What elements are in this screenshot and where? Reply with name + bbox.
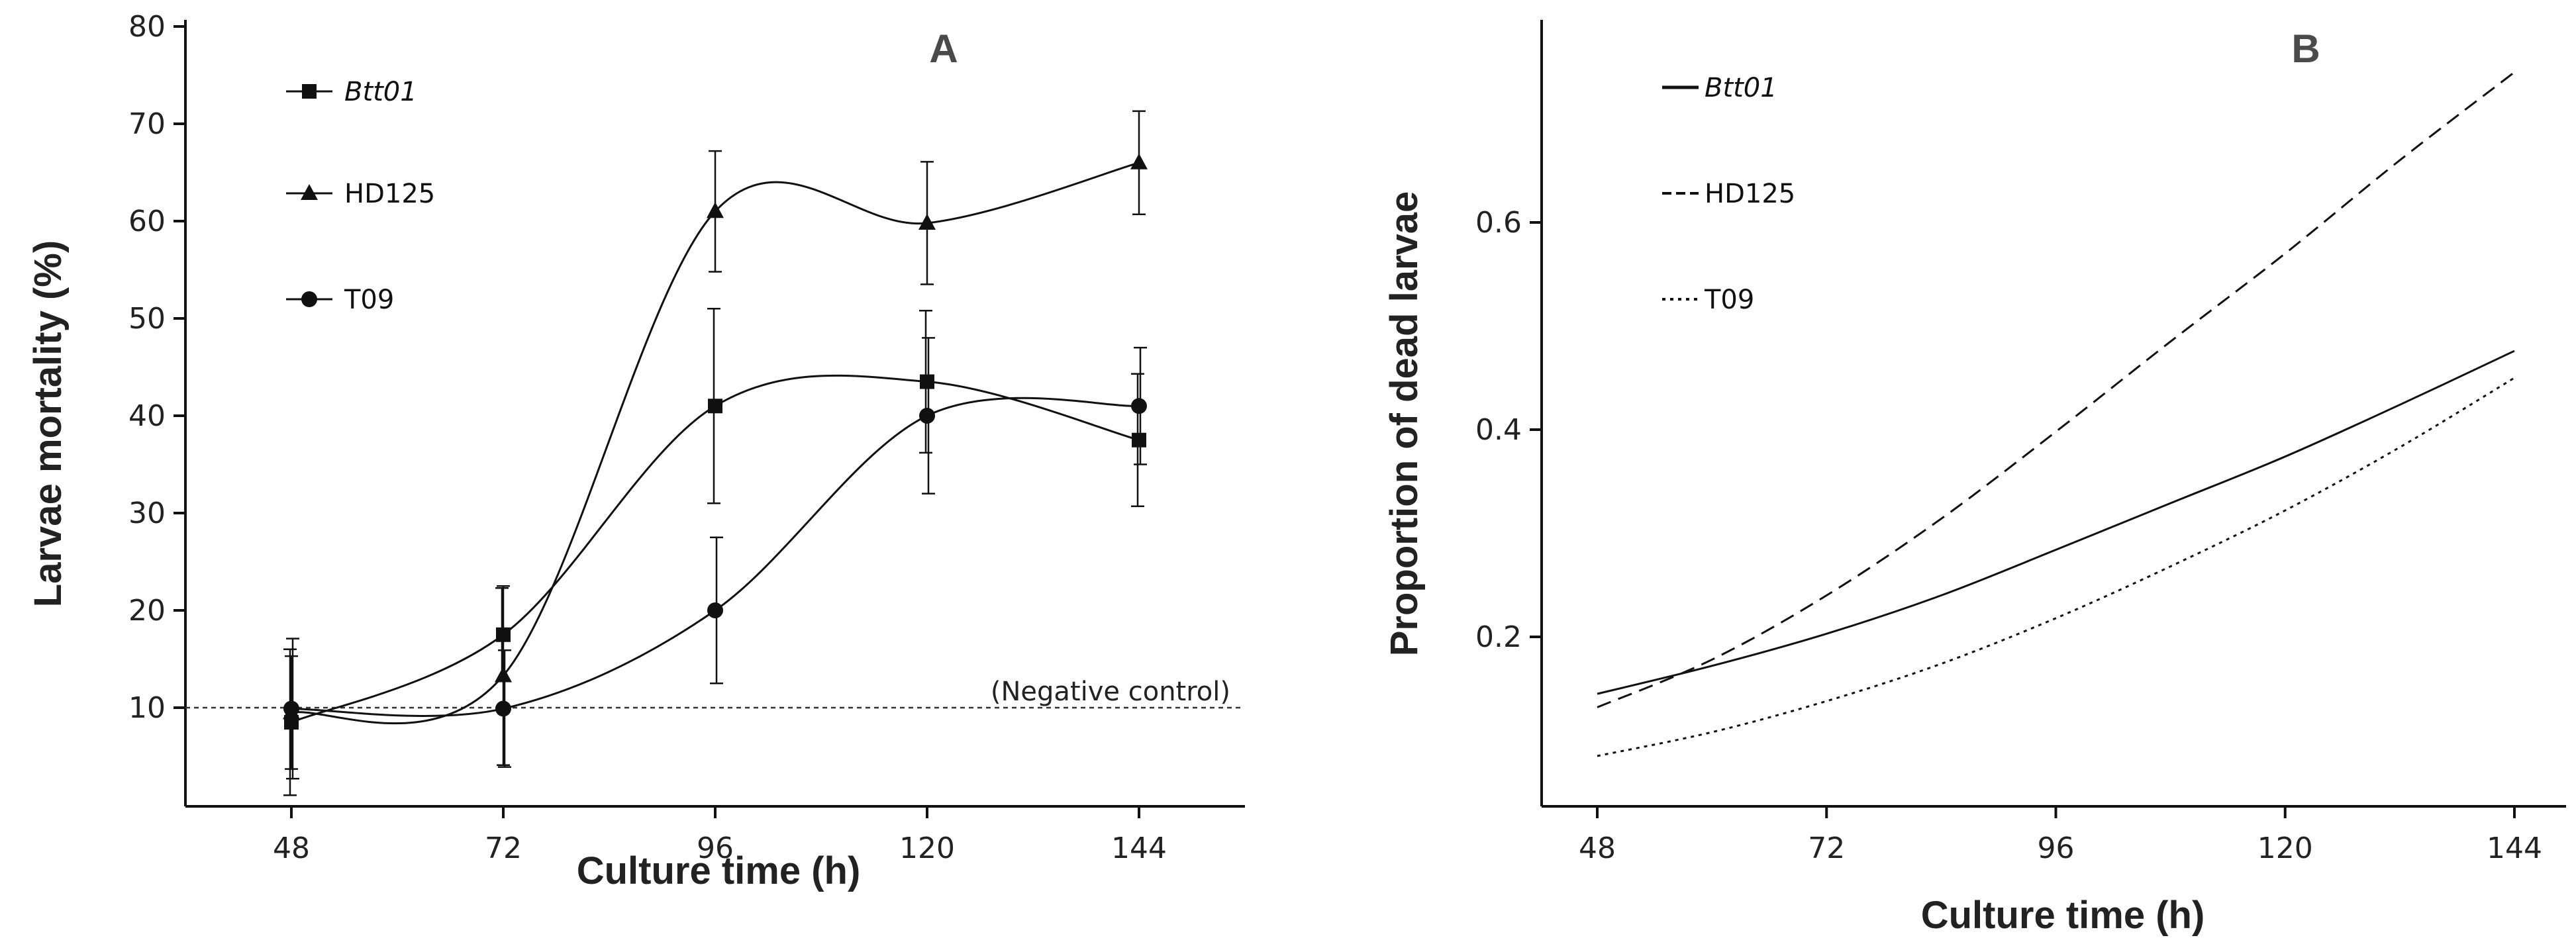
panel-b-y-ticks: 0.2 0.4 0.6 [1475,206,1542,654]
y-tick-label: 10 [128,691,166,725]
y-tick-label: 30 [128,497,166,530]
data-point [919,408,935,424]
panel-a-legend: Btt01 HD125 T09 [286,77,435,315]
panel-b-series [1597,71,2515,757]
data-point [918,213,936,230]
negative-control-label: (Negative control) [991,677,1230,707]
legend-item-btt01: Btt01 [286,77,417,107]
y-tick-label: 0.6 [1475,206,1522,240]
legend-label: T09 [1704,285,1754,315]
legend-label: Btt01 [344,77,417,107]
x-tick-label: 120 [899,831,955,865]
y-tick-label: 50 [128,302,166,336]
panel-a-x-title: Culture time (h) [577,849,861,892]
x-tick-label: 120 [2257,831,2313,865]
y-tick-label: 0.4 [1475,413,1522,447]
panel-a-label: A [929,26,958,71]
series-line [291,162,1140,725]
data-point [920,374,934,389]
data-point [1131,398,1147,414]
series-hd125-line [1597,71,2515,708]
x-tick-label: 48 [1579,831,1616,865]
data-point [1130,153,1148,169]
y-tick-label: 60 [128,205,166,238]
series-btt01-line [1597,350,2515,695]
series-line [291,374,1140,724]
panel-b-y-title: Proportion of dead larvae [1383,191,1426,657]
panel-b-label: B [2291,26,2320,71]
data-point [707,602,723,618]
legend-item-btt01: Btt01 [1662,73,1777,103]
data-point [283,700,299,717]
data-point [1132,432,1146,448]
y-tick-label: 0.2 [1475,620,1522,654]
data-point [707,202,724,218]
series-hd125 [283,110,1148,770]
series-t09-line [1597,377,2515,757]
y-tick-label: 70 [128,107,166,141]
panel-a: A 10 20 30 40 50 60 70 80 48 72 96 120 144 (Negativ… [26,10,1245,892]
legend-item-t09: T09 [1662,285,1754,315]
legend-marker [302,84,317,99]
panel-a-y-ticks: 10 20 30 40 50 60 70 80 [128,10,185,725]
series-t09 [283,337,1147,780]
x-tick-label: 48 [273,831,310,865]
x-tick-label: 144 [1111,831,1167,865]
y-tick-label: 20 [128,594,166,628]
panel-a-y-title: Larvae mortality (%) [26,240,70,607]
legend-label: HD125 [1705,179,1795,209]
legend-label: T09 [344,285,394,315]
legend-label: HD125 [344,179,435,209]
data-point [495,700,511,717]
x-tick-label: 144 [2487,831,2542,865]
panel-b: B 0.2 0.4 0.6 48 72 96 120 144 Btt01 HD125 T09 C… [1383,20,2566,937]
x-tick-label: 96 [2038,831,2075,865]
legend-label: Btt01 [1705,73,1777,103]
data-point [708,399,722,414]
panel-b-x-ticks: 48 72 96 120 144 [1579,806,2542,865]
y-tick-label: 80 [128,10,166,44]
panel-b-x-title: Culture time (h) [1921,894,2205,937]
panel-a-series [283,110,1148,796]
legend-item-hd125: HD125 [1662,179,1795,209]
y-tick-label: 40 [128,399,166,433]
panel-b-legend: Btt01 HD125 T09 [1662,73,1795,315]
legend-marker [301,291,317,307]
x-tick-label: 72 [1808,831,1845,865]
data-point [495,666,512,683]
series-line [291,397,1140,717]
x-tick-label: 96 [697,831,734,865]
legend-item-hd125: HD125 [286,179,435,209]
panel-a-x-ticks: 48 72 96 120 144 [273,806,1167,865]
legend-marker [301,184,318,200]
x-tick-label: 72 [485,831,522,865]
legend-item-t09: T09 [286,285,394,315]
